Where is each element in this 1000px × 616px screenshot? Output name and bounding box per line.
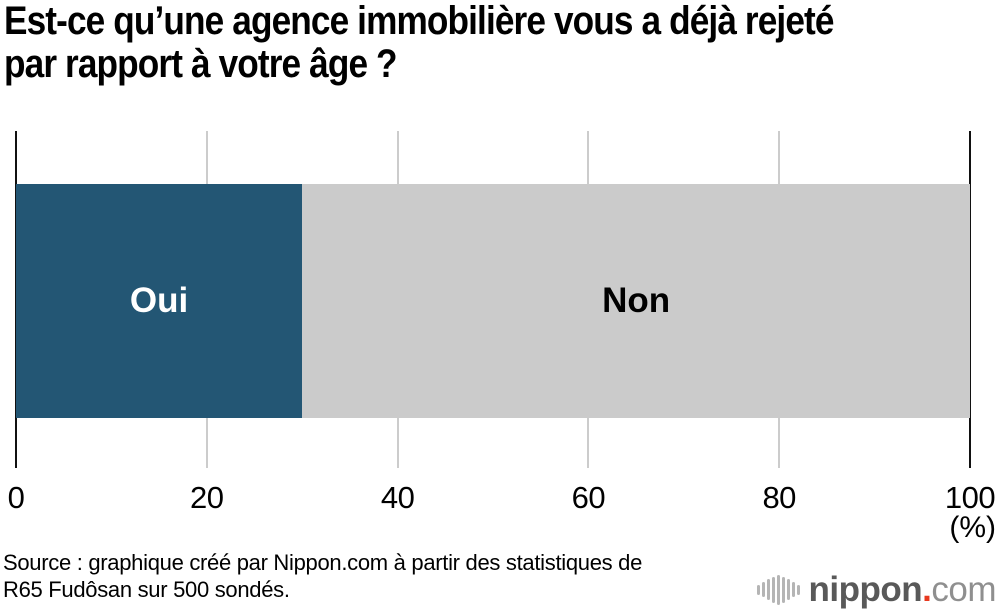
x-tick-40: 40 (380, 480, 415, 515)
axis-unit-label: (%) (949, 511, 996, 544)
bar-segment-oui[interactable]: Oui (16, 184, 303, 418)
stacked-bar: Oui Non (16, 184, 970, 418)
x-tick-60: 60 (571, 480, 606, 515)
logo-dot: . (922, 570, 932, 609)
nippon-logo: nippon.com (756, 570, 997, 609)
axis-line-100 (969, 131, 971, 468)
bar-segment-label: Oui (129, 281, 189, 320)
source-note: Source : graphique créé par Nippon.com à… (3, 550, 643, 603)
x-tick-20: 20 (190, 480, 224, 515)
x-tick-0: 0 (7, 480, 25, 515)
logo-text-main: nippon (808, 570, 923, 609)
soundwave-icon (756, 574, 800, 605)
plot-area: Oui Non 0 20 40 60 80 100 (%) (8, 131, 996, 544)
x-tick-80: 80 (762, 480, 796, 515)
bar-segment-label: Non (602, 281, 671, 320)
chart-title: Est-ce qu’une agence immobilière vous a … (4, 0, 834, 87)
bar-segment-non[interactable]: Non (302, 184, 970, 418)
nippon-logo-text: nippon.com (808, 570, 997, 609)
logo-text-suffix: com (931, 570, 996, 609)
x-tick-100: 100 (944, 480, 996, 515)
